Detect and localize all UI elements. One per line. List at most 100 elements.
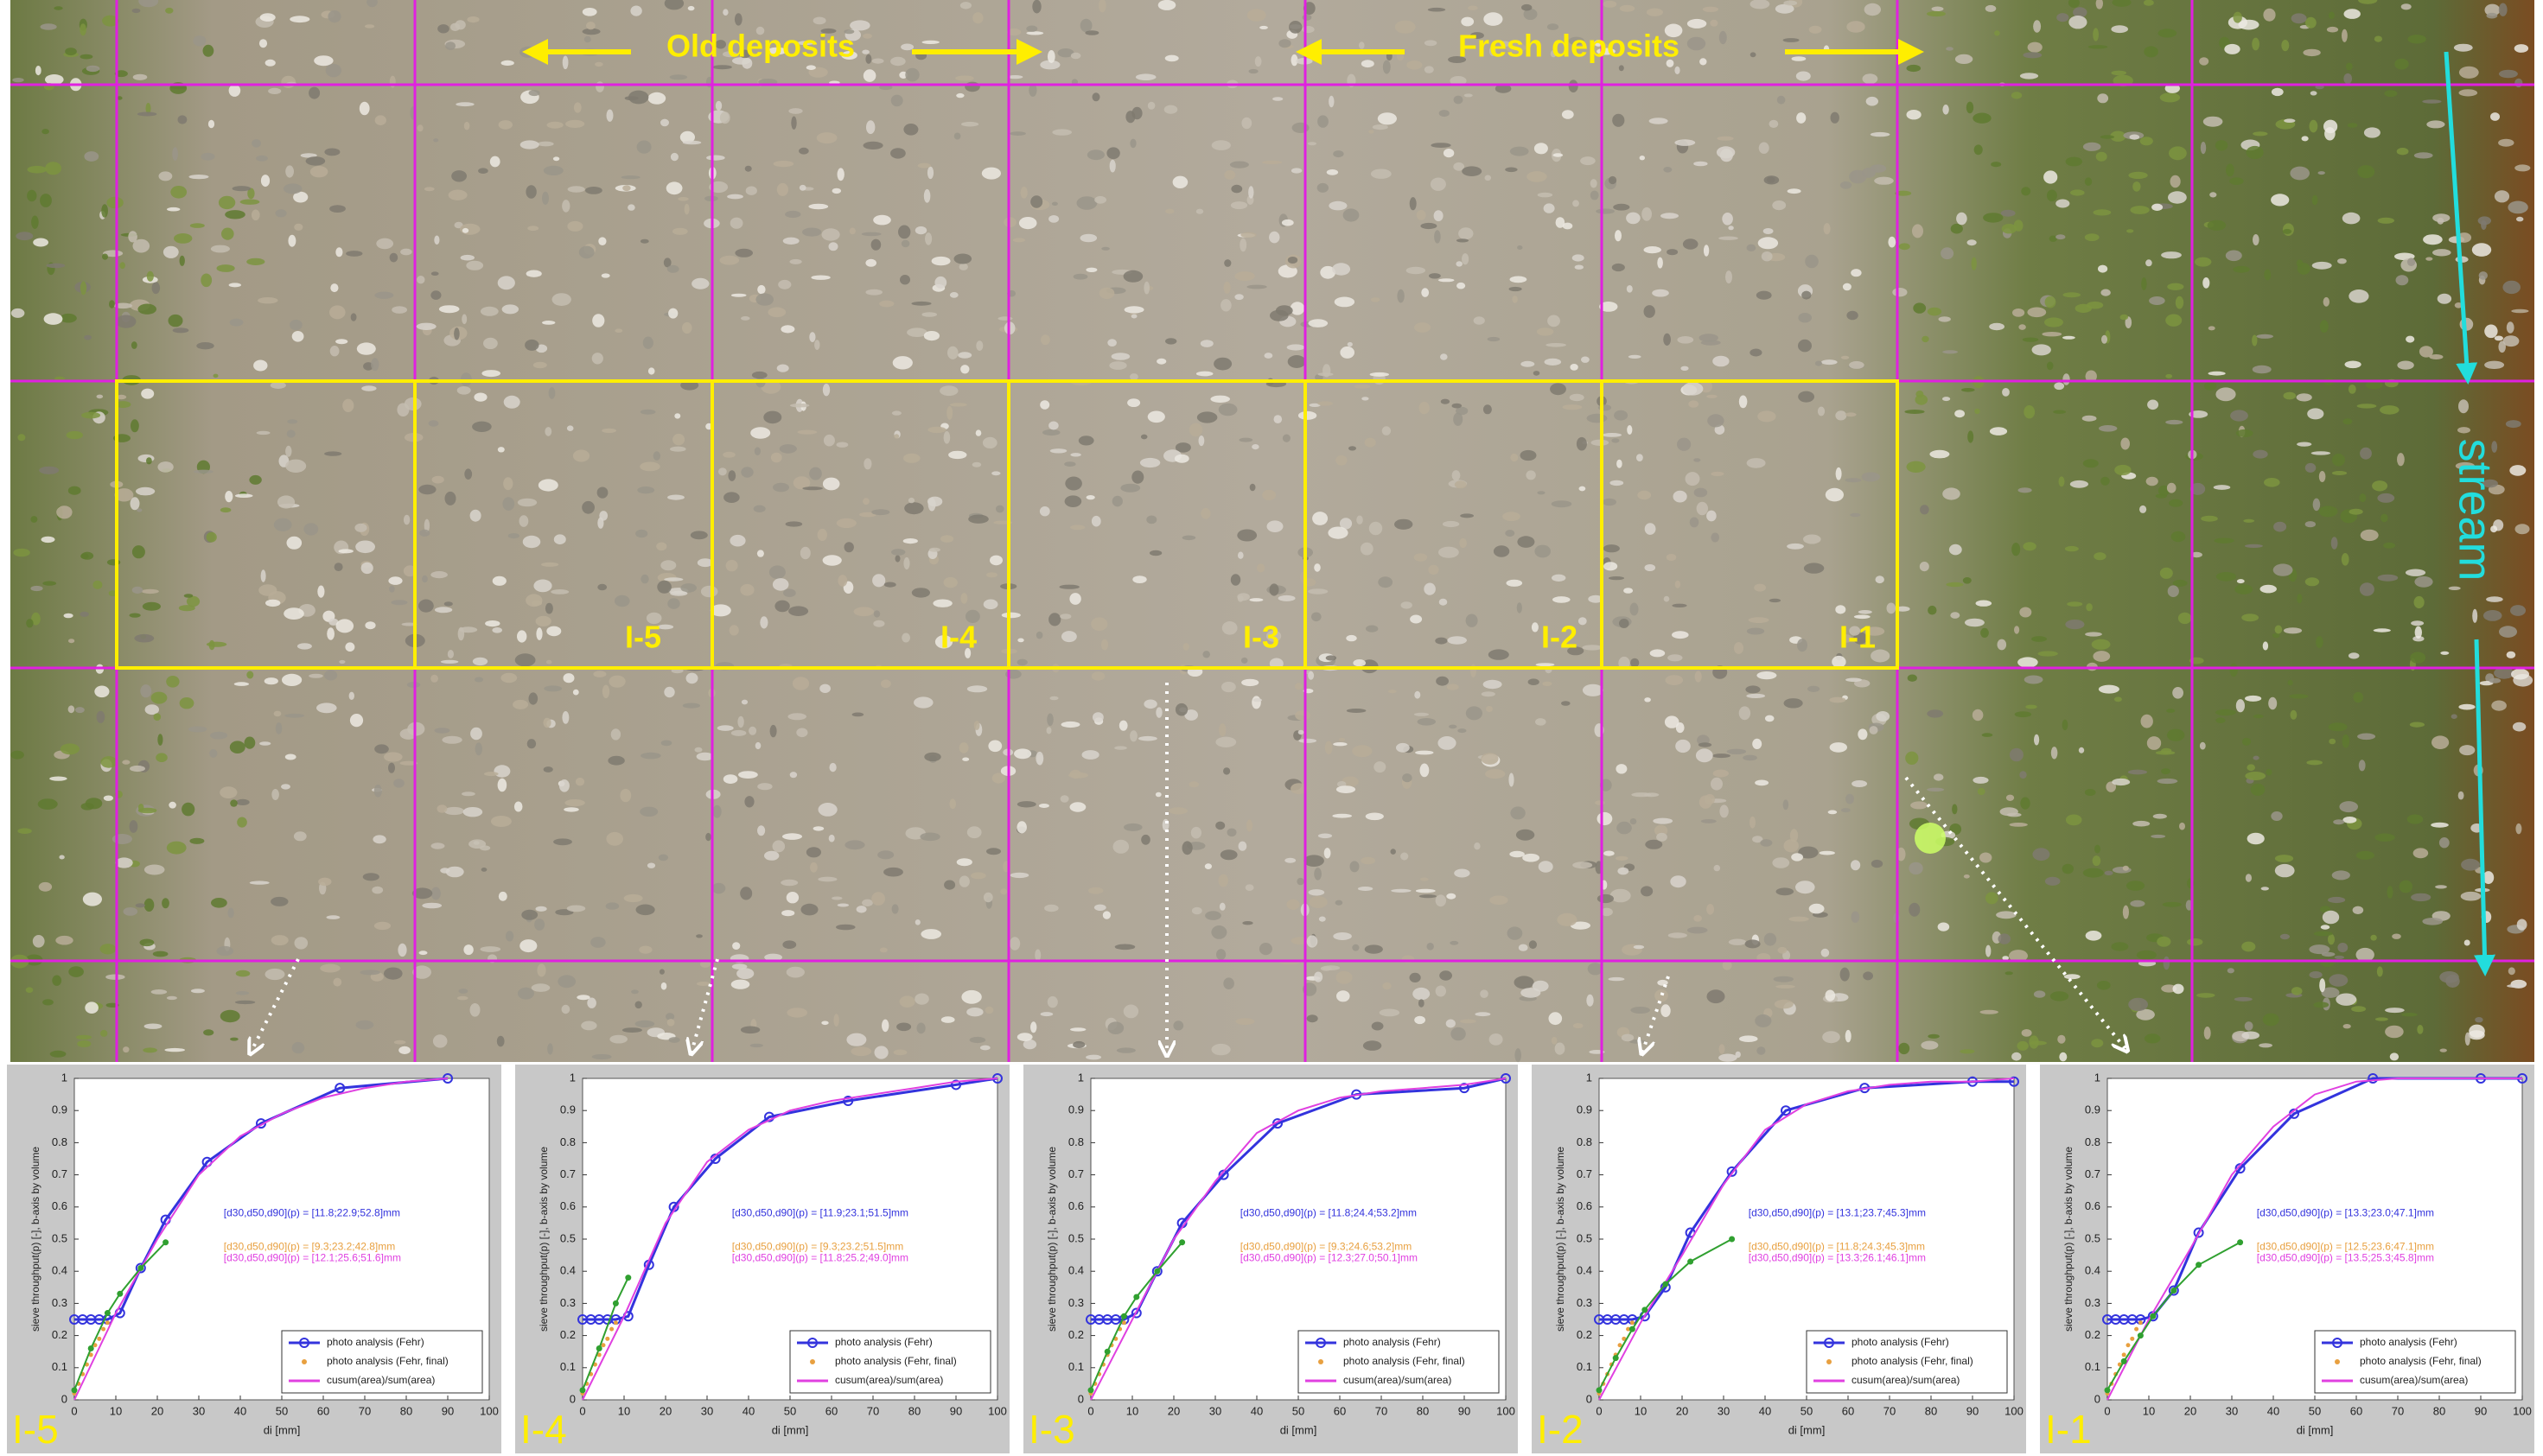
pebble — [1568, 36, 1584, 46]
pebble — [1373, 761, 1386, 773]
pebble — [1876, 711, 1890, 722]
pebble — [2331, 471, 2348, 475]
pebble — [1092, 92, 1100, 102]
stream-arrow — [2444, 51, 2495, 976]
pebble — [891, 904, 899, 914]
pebble — [856, 906, 867, 913]
data-point — [2134, 1326, 2139, 1332]
pebble — [1252, 696, 1261, 709]
pebble — [1238, 551, 1244, 559]
pebble — [1191, 906, 1202, 915]
pebble — [1954, 410, 1966, 418]
pebble — [2094, 844, 2100, 854]
pebble — [1807, 685, 1820, 692]
pebble — [738, 771, 758, 779]
pebble — [1966, 239, 1977, 246]
pebble — [764, 850, 780, 861]
pebble — [1581, 356, 1590, 363]
pebble — [1060, 795, 1069, 803]
pebble — [1904, 410, 1925, 414]
pebble — [2400, 3, 2412, 10]
pebble — [1435, 637, 1448, 645]
pebble — [2356, 404, 2377, 409]
pebble — [1931, 6, 1944, 12]
pebble — [1643, 305, 1655, 318]
y-tick-label: 0.1 — [1577, 1360, 1592, 1373]
pebble — [2464, 1032, 2470, 1046]
legend-box — [281, 1330, 483, 1394]
pebble — [1863, 971, 1874, 981]
x-axis-label: di [mm] — [264, 1423, 301, 1436]
pebble — [373, 784, 382, 798]
pebble — [430, 571, 448, 579]
pebble — [143, 864, 165, 875]
pebble — [1557, 912, 1577, 926]
pebble — [2494, 667, 2514, 679]
annotation: [d30,d50,d90](p) = [11.8;22.9;52.8]mm — [224, 1206, 400, 1218]
pebble — [143, 898, 155, 912]
pebble — [431, 475, 444, 484]
pebble — [466, 260, 484, 270]
pebble — [2380, 513, 2388, 523]
pebble — [1769, 119, 1779, 128]
pebble — [1956, 212, 1967, 226]
pebble — [1829, 696, 1846, 703]
pebble — [1460, 1019, 1476, 1024]
pebble — [411, 887, 433, 900]
pebble — [846, 1033, 867, 1046]
pebble — [1616, 821, 1632, 835]
pebble — [1364, 944, 1383, 954]
pebble — [770, 452, 782, 463]
pebble — [65, 48, 77, 56]
pebble — [1772, 200, 1787, 211]
x-tick-label: 30 — [701, 1404, 713, 1417]
pebble — [1190, 826, 1201, 839]
pebble — [1915, 394, 1928, 405]
pebble — [2407, 258, 2416, 267]
pebble — [934, 276, 947, 289]
pebble — [1270, 309, 1289, 321]
pebble — [1465, 614, 1478, 627]
pebble — [27, 189, 37, 202]
pebble — [137, 303, 156, 315]
pebble — [1409, 972, 1421, 982]
chart-panel: 0 10 20 30 40 50 60 70 80 90 10000.10.20.30.40.50.… — [1023, 1065, 1518, 1453]
data-point — [135, 1262, 146, 1274]
pebble — [442, 735, 462, 744]
pebble — [1269, 583, 1279, 596]
pebble — [1155, 792, 1162, 798]
pebble — [1416, 210, 1426, 220]
y-tick-label: 0.4 — [1577, 1264, 1592, 1277]
pebble — [2411, 620, 2425, 626]
pebble — [944, 880, 956, 890]
y-tick-label: 0.6 — [1577, 1199, 1592, 1212]
pebble — [2426, 120, 2445, 129]
pebble — [1696, 501, 1709, 516]
pebble — [1049, 696, 1059, 701]
pebble — [901, 239, 910, 248]
pebble — [1636, 454, 1643, 461]
pebble — [1039, 506, 1050, 517]
pebble — [1712, 355, 1730, 367]
pebble — [2297, 594, 2303, 604]
pebble — [1825, 487, 1844, 502]
pebble — [1952, 804, 1958, 815]
pebble — [666, 264, 679, 273]
pebble — [723, 9, 729, 16]
pebble — [1562, 404, 1583, 410]
pebble — [1791, 853, 1804, 862]
pebble — [335, 619, 354, 633]
pebble — [463, 944, 474, 956]
pebble — [1675, 739, 1691, 753]
pebble — [1962, 577, 1972, 584]
box-label: I-2 — [1541, 620, 1577, 655]
pebble — [1745, 685, 1761, 694]
pebble — [2407, 35, 2426, 44]
pebble — [1905, 751, 1919, 765]
pebble — [1246, 284, 1267, 289]
pebble — [2304, 462, 2317, 473]
pebble — [68, 639, 75, 644]
pebble — [170, 186, 188, 199]
pebble — [567, 186, 585, 193]
pebble — [1665, 675, 1684, 685]
